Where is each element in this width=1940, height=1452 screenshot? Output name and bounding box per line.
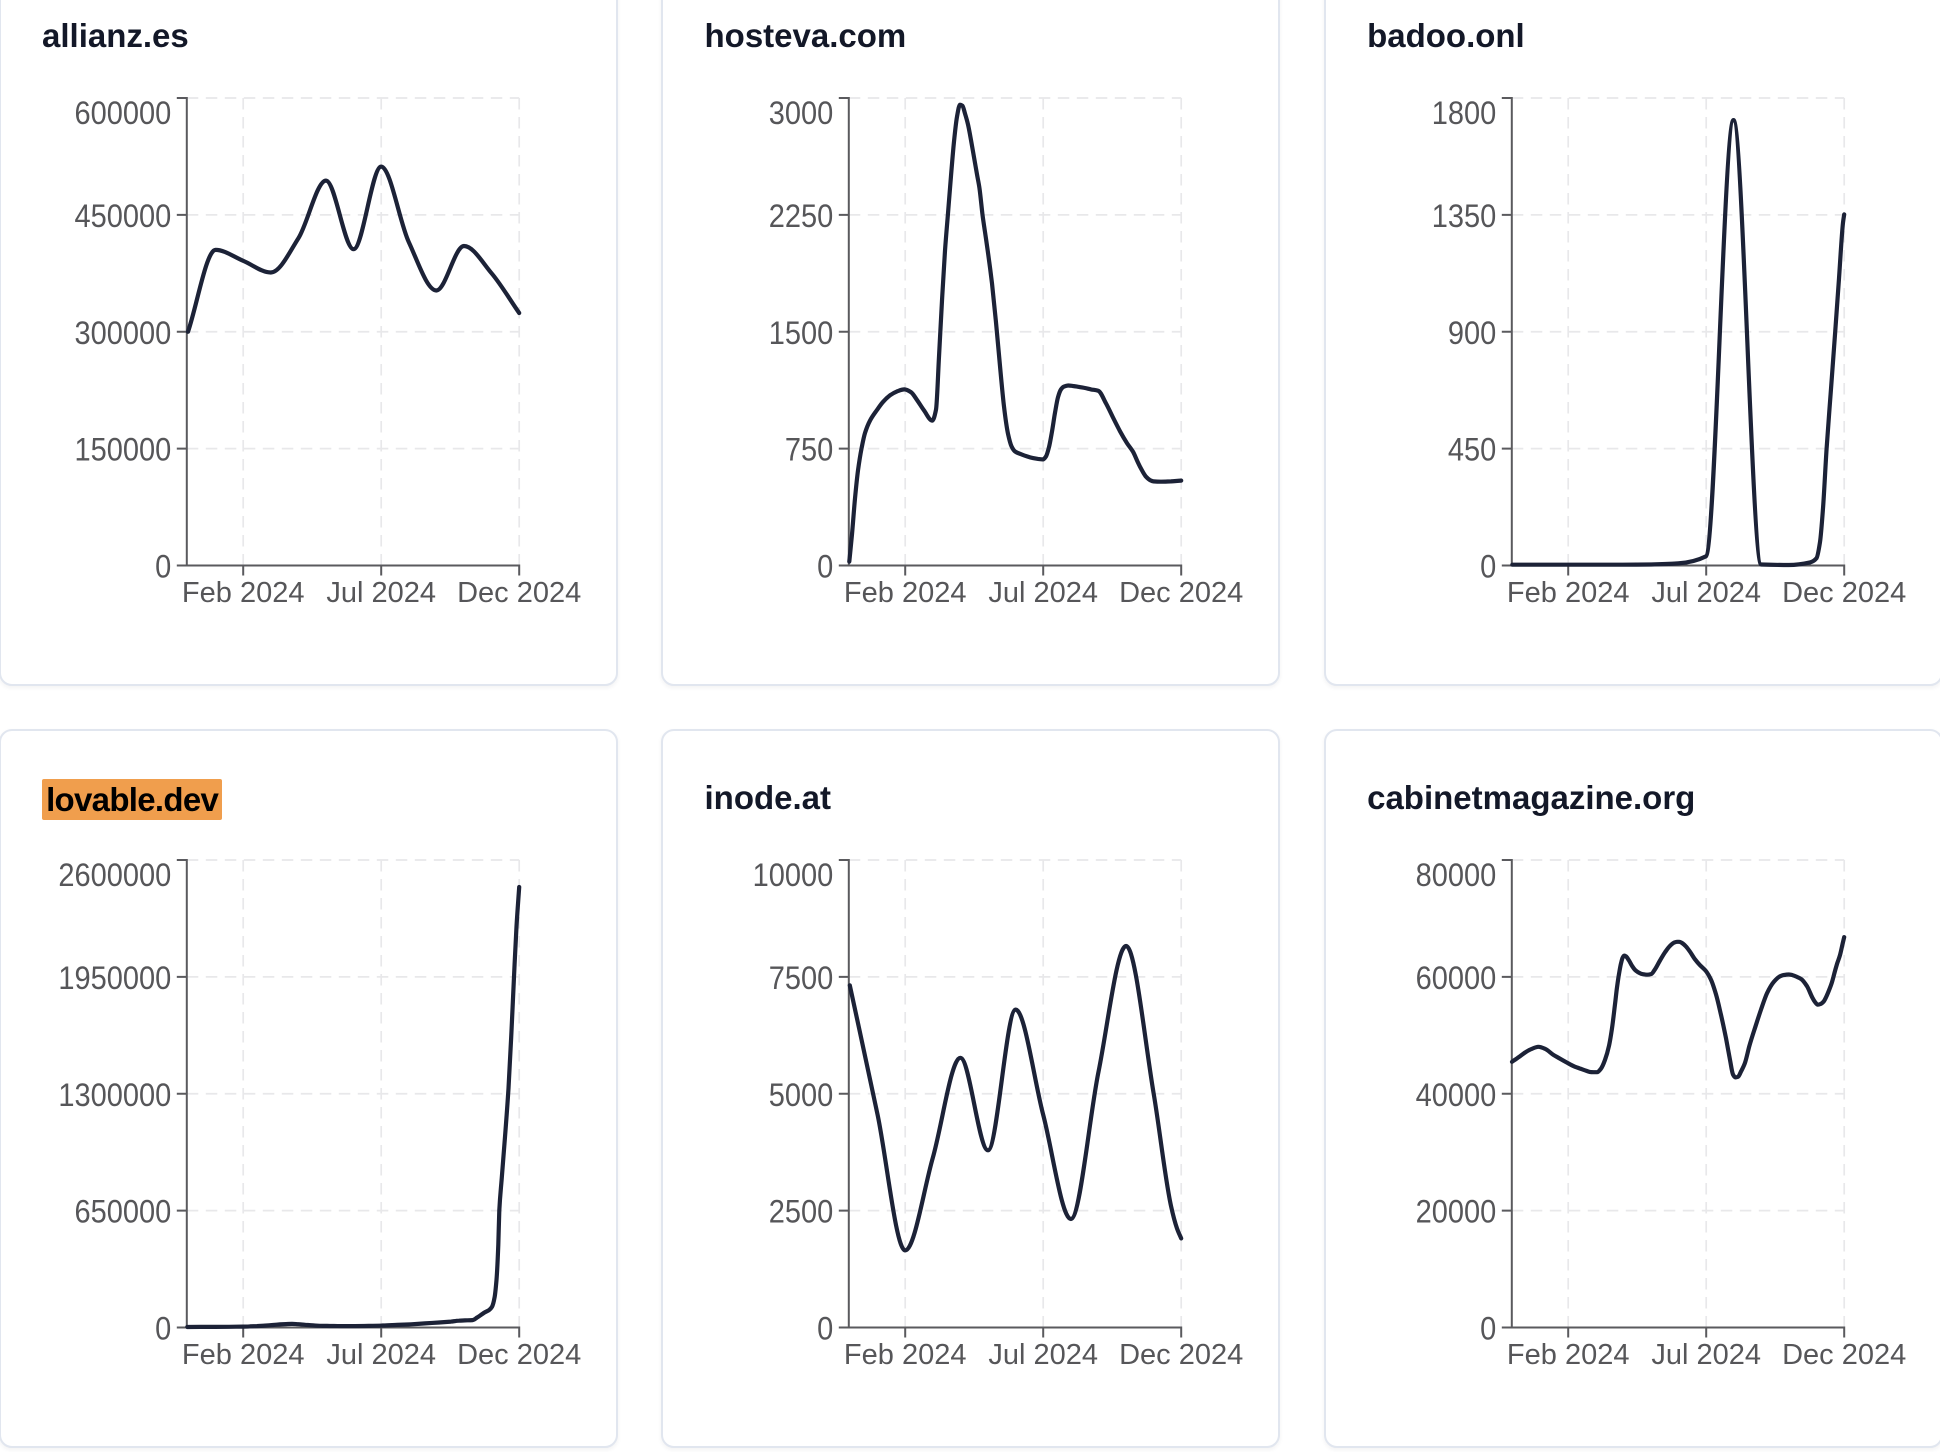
svg-text:Feb 2024: Feb 2024 [181, 1339, 304, 1371]
svg-text:1950000: 1950000 [58, 959, 171, 996]
svg-text:2250: 2250 [769, 197, 834, 234]
svg-text:0: 0 [155, 548, 171, 585]
svg-text:Dec 2024: Dec 2024 [1782, 577, 1906, 609]
svg-text:Feb 2024: Feb 2024 [844, 577, 967, 609]
svg-text:10000: 10000 [753, 856, 834, 893]
svg-text:Jul 2024: Jul 2024 [1651, 1339, 1761, 1371]
svg-text:0: 0 [817, 1310, 833, 1347]
svg-text:750: 750 [785, 431, 833, 468]
svg-text:Dec 2024: Dec 2024 [1119, 1339, 1243, 1371]
svg-text:Jul 2024: Jul 2024 [988, 577, 1098, 609]
svg-text:Jul 2024: Jul 2024 [326, 577, 436, 609]
svg-text:1350: 1350 [1431, 197, 1496, 234]
svg-text:1500: 1500 [769, 314, 834, 351]
svg-text:650000: 650000 [74, 1193, 171, 1230]
svg-text:1300000: 1300000 [58, 1076, 171, 1113]
svg-text:Jul 2024: Jul 2024 [988, 1339, 1098, 1371]
svg-text:20000: 20000 [1415, 1193, 1496, 1230]
svg-text:450000: 450000 [74, 197, 171, 234]
svg-text:60000: 60000 [1415, 959, 1496, 996]
svg-text:80000: 80000 [1415, 856, 1496, 893]
svg-text:Dec 2024: Dec 2024 [1782, 1339, 1906, 1371]
svg-text:Jul 2024: Jul 2024 [326, 1339, 436, 1371]
svg-text:600000: 600000 [74, 94, 171, 131]
svg-text:Dec 2024: Dec 2024 [1119, 577, 1243, 609]
svg-text:2600000: 2600000 [58, 856, 171, 893]
svg-text:0: 0 [1480, 1310, 1496, 1347]
svg-text:7500: 7500 [769, 959, 834, 996]
svg-text:Dec 2024: Dec 2024 [457, 577, 581, 609]
svg-text:Feb 2024: Feb 2024 [1507, 577, 1630, 609]
svg-text:0: 0 [817, 548, 833, 585]
svg-text:1800: 1800 [1431, 94, 1496, 131]
svg-text:Jul 2024: Jul 2024 [1651, 577, 1761, 609]
svg-text:2500: 2500 [769, 1193, 834, 1230]
svg-text:0: 0 [155, 1310, 171, 1347]
svg-text:3000: 3000 [769, 94, 834, 131]
svg-text:Dec 2024: Dec 2024 [457, 1339, 581, 1371]
svg-text:0: 0 [1480, 548, 1496, 585]
svg-text:Feb 2024: Feb 2024 [1507, 1339, 1630, 1371]
svg-text:Feb 2024: Feb 2024 [181, 577, 304, 609]
svg-text:150000: 150000 [74, 431, 171, 468]
svg-text:Feb 2024: Feb 2024 [844, 1339, 967, 1371]
svg-text:5000: 5000 [769, 1076, 834, 1113]
svg-text:40000: 40000 [1415, 1076, 1496, 1113]
svg-text:450: 450 [1448, 431, 1496, 468]
svg-text:900: 900 [1448, 314, 1496, 351]
svg-text:300000: 300000 [74, 314, 171, 351]
